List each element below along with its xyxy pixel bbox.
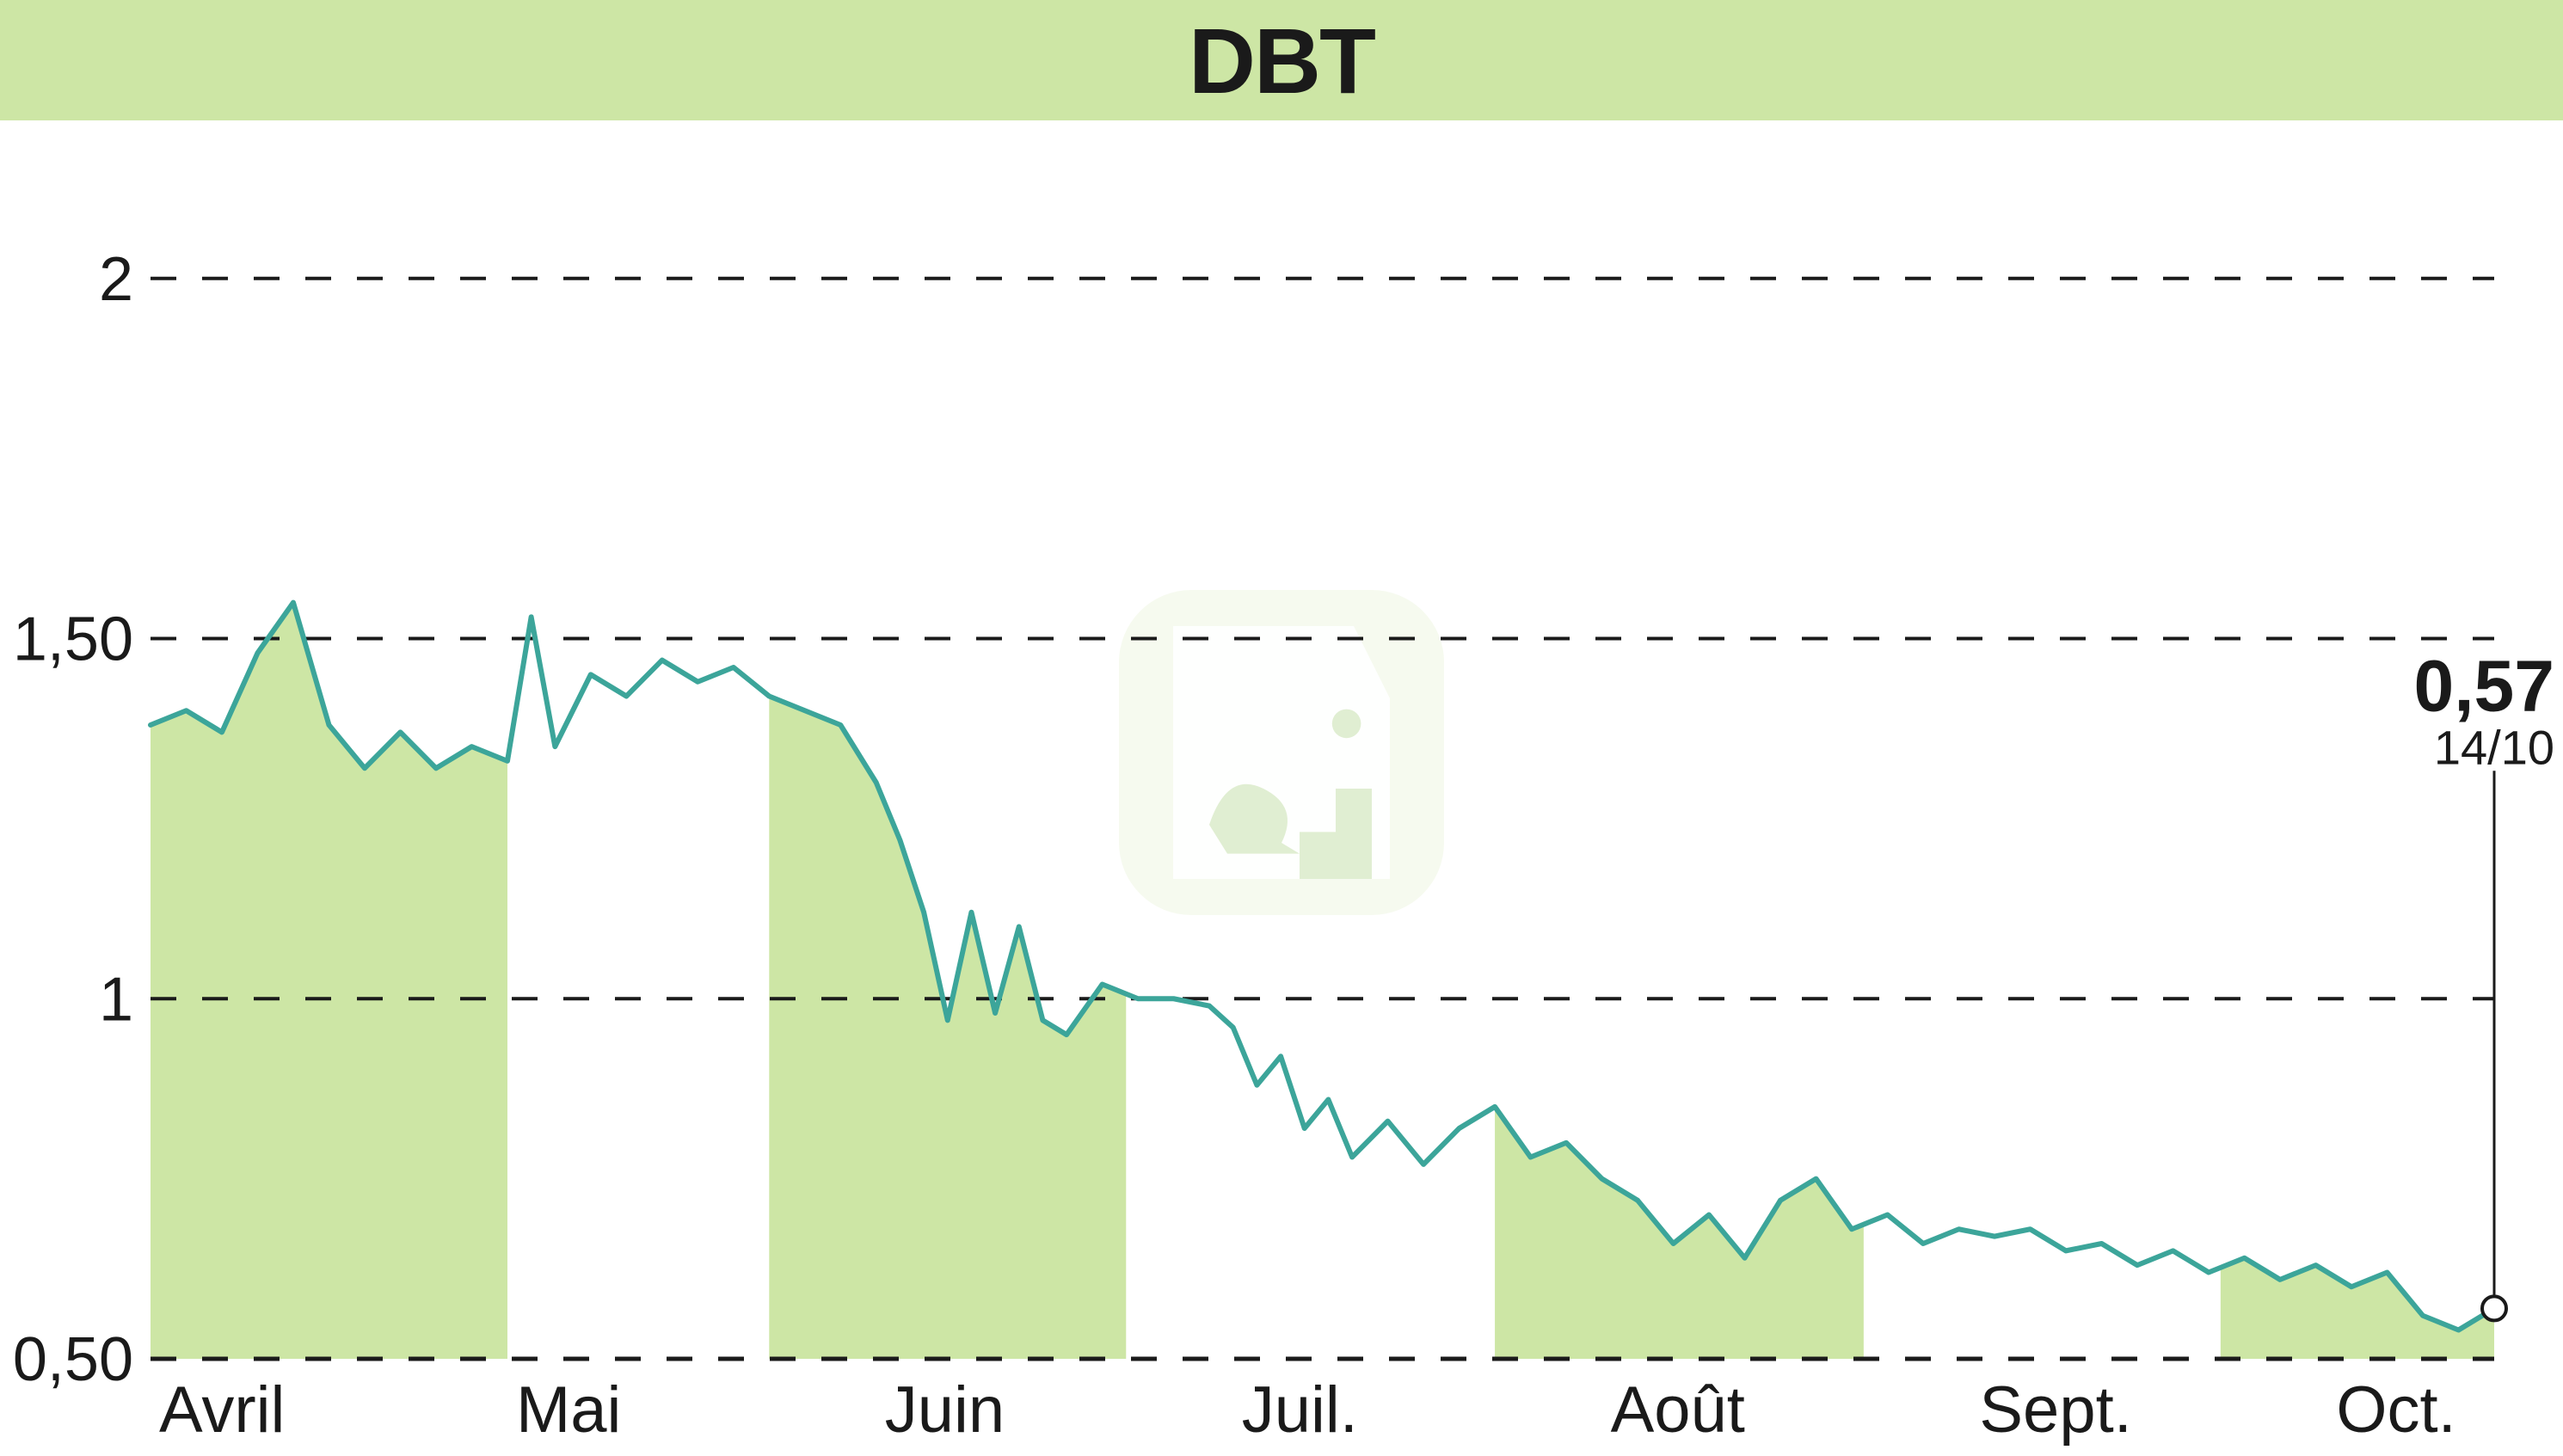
month-band [1495,1107,1864,1359]
chart-area: 0,50 1 1,50 2 Avril Mai Juin Juil. Août Sept. Oct… [0,120,2563,1456]
x-tick-label: Mai [516,1373,621,1447]
y-tick-label: 2 [99,245,133,314]
last-value-callout: 0,5714/10 [2414,645,2555,1320]
y-axis-labels: 0,50 1 1,50 2 [13,245,133,1394]
x-axis-labels: Avril Mai Juin Juil. Août Sept. Oct. [159,1373,2456,1447]
x-tick-label: Août [1611,1373,1745,1447]
x-tick-label: Avril [159,1373,285,1447]
x-tick-label: Juin [885,1373,1005,1447]
callout-value: 0,57 [2414,645,2555,726]
y-tick-label: 0,50 [13,1325,133,1394]
callout-date: 14/10 [2434,720,2554,774]
x-tick-label: Oct. [2336,1373,2455,1447]
month-band [2221,1258,2494,1359]
x-tick-label: Sept. [1979,1373,2131,1447]
x-tick-label: Juil. [1242,1373,1358,1447]
y-tick-label: 1 [99,965,133,1034]
chart-title: DBT [1189,7,1374,114]
end-marker [2482,1296,2506,1320]
y-tick-label: 1,50 [13,605,133,674]
month-shade-bands [151,603,2494,1359]
chart-svg: 0,50 1 1,50 2 Avril Mai Juin Juil. Août Sept. Oct… [0,120,2563,1456]
chart-header: DBT [0,0,2563,120]
